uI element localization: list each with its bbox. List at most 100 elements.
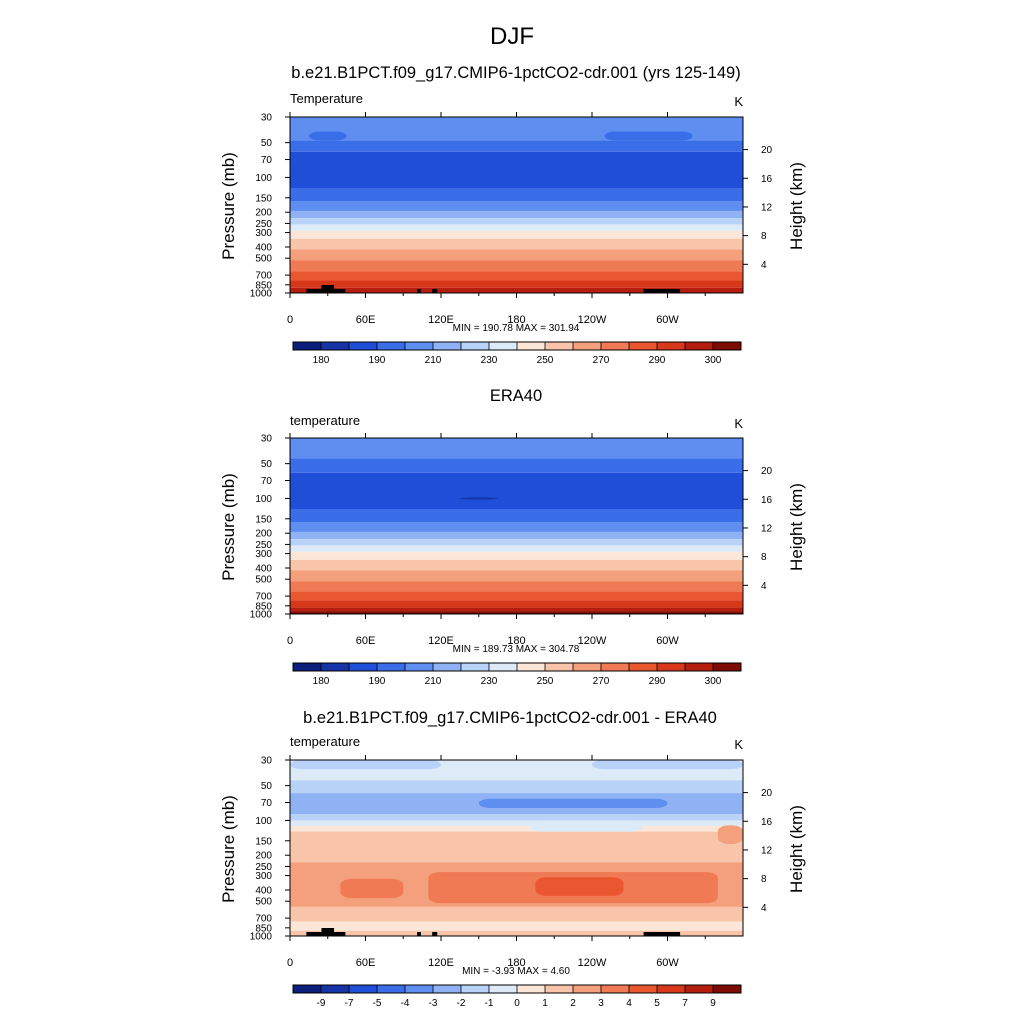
colorbar-label: 9 [710, 998, 716, 1009]
x-tick-label: 60W [656, 635, 679, 647]
panel-title: b.e21.B1PCT.f09_g17.CMIP6-1pctCO2-cdr.00… [291, 64, 740, 82]
contour-band [290, 814, 743, 821]
contour-band [290, 287, 743, 293]
y-tick-label: 30 [261, 756, 273, 767]
x-tick-label: 120W [578, 314, 607, 326]
contour-band [290, 831, 743, 863]
colorbar-swatch [405, 663, 433, 671]
topography-mask [417, 289, 421, 293]
panel-era40: ERA40 temperature K Pressure (mb) Height… [219, 387, 806, 687]
contour-band [290, 611, 743, 614]
contour-band [290, 151, 743, 189]
y-right-tick-label: 4 [761, 903, 767, 914]
contour-band [290, 210, 743, 219]
x-tick-label: 180 [507, 314, 525, 326]
colorbar-swatch [377, 985, 405, 993]
colorbar-swatch [461, 663, 489, 671]
colorbar-label: -3 [429, 998, 438, 1009]
y-right-tick-label: 12 [761, 523, 773, 534]
y-axis-label: Pressure (mb) [219, 795, 238, 903]
contour-patch [290, 760, 441, 770]
colorbar-swatch [601, 663, 629, 671]
contour-band [290, 930, 743, 936]
topography-mask [432, 932, 438, 936]
units-label: K [734, 94, 743, 109]
colorbar-label: 290 [649, 676, 666, 687]
y-right-tick-label: 16 [761, 817, 773, 828]
colorbar-frame [292, 341, 742, 351]
colorbar-frame [292, 984, 742, 994]
colorbar-label: 270 [593, 355, 610, 366]
contour-band [290, 238, 743, 250]
colorbar-swatch [545, 985, 573, 993]
x-tick-label: 120E [428, 957, 454, 969]
colorbar-swatch [433, 985, 461, 993]
topography-mask [321, 285, 335, 293]
colorbar-swatch [489, 342, 517, 350]
colorbar-label: -4 [401, 998, 410, 1009]
colorbar-swatch [685, 663, 713, 671]
contour-band [290, 559, 743, 571]
colorbar: -9 -7 -5 -4 -3 -2 -1 0 1 2 3 4 5 7 9 [292, 984, 742, 1009]
contour-band [290, 458, 743, 473]
contour-patch [478, 798, 668, 808]
y-right-tick-label: 12 [761, 202, 773, 213]
figure-title: DJF [490, 23, 534, 50]
contour-band [290, 545, 743, 552]
x-tick-label: 60W [656, 314, 679, 326]
y-right-tick-label: 8 [761, 874, 767, 885]
x-tick-label: 60E [356, 635, 376, 647]
contour-band [290, 906, 743, 922]
y-tick-label: 400 [255, 243, 272, 254]
colorbar-label: -9 [317, 998, 326, 1009]
variable-label: Temperature [290, 91, 363, 106]
panel-title: b.e21.B1PCT.f09_g17.CMIP6-1pctCO2-cdr.00… [303, 709, 717, 727]
topography-mask [432, 289, 438, 293]
y-axis-label: Pressure (mb) [219, 473, 238, 581]
y-tick-label: 1000 [250, 932, 273, 943]
panel-title: ERA40 [490, 387, 542, 405]
colorbar-label: 1 [542, 998, 548, 1009]
contour-patch [340, 878, 404, 899]
variable-label: temperature [290, 413, 360, 428]
colorbar-swatch [601, 342, 629, 350]
y-tick-label: 200 [255, 208, 272, 219]
x-tick-label: 120W [578, 957, 607, 969]
contour-band [290, 230, 743, 239]
colorbar-swatch [657, 342, 685, 350]
y-tick-label: 50 [261, 138, 273, 149]
x-tick-label: 0 [287, 635, 293, 647]
x-tick-label: 120E [428, 635, 454, 647]
colorbar-swatch [629, 985, 657, 993]
contour-band [290, 780, 743, 794]
colorbar-label: 250 [537, 355, 554, 366]
colorbar-swatch [293, 342, 321, 350]
colorbar-label: 300 [705, 355, 722, 366]
contour-band [290, 472, 743, 510]
contour-band [290, 820, 743, 827]
y-tick-label: 700 [255, 271, 272, 282]
colorbar-swatch [545, 342, 573, 350]
x-tick-label: 60E [356, 314, 376, 326]
colorbar-label: 270 [593, 676, 610, 687]
colorbar-swatch [405, 342, 433, 350]
colorbar-swatch [657, 663, 685, 671]
y-tick-label: 50 [261, 459, 273, 470]
colorbar-label: 190 [369, 355, 386, 366]
y-tick-label: 150 [255, 836, 272, 847]
colorbar-swatch [629, 342, 657, 350]
colorbar-swatch [293, 985, 321, 993]
colorbar-label: 230 [481, 676, 498, 687]
colorbar: 180 190 210 230 250 270 290 300 [292, 341, 742, 366]
x-tick-label: 180 [507, 635, 525, 647]
colorbar-swatch [461, 342, 489, 350]
y-axis-label-right: Height (km) [787, 162, 806, 250]
topography-mask [417, 932, 421, 936]
panel-difference: b.e21.B1PCT.f09_g17.CMIP6-1pctCO2-cdr.00… [219, 709, 806, 1009]
colorbar-label: -2 [457, 998, 466, 1009]
y-tick-label: 850 [255, 280, 272, 291]
y-right-tick-label: 8 [761, 231, 767, 242]
contour-band [290, 140, 743, 152]
y-right-tick-label: 20 [761, 145, 773, 156]
